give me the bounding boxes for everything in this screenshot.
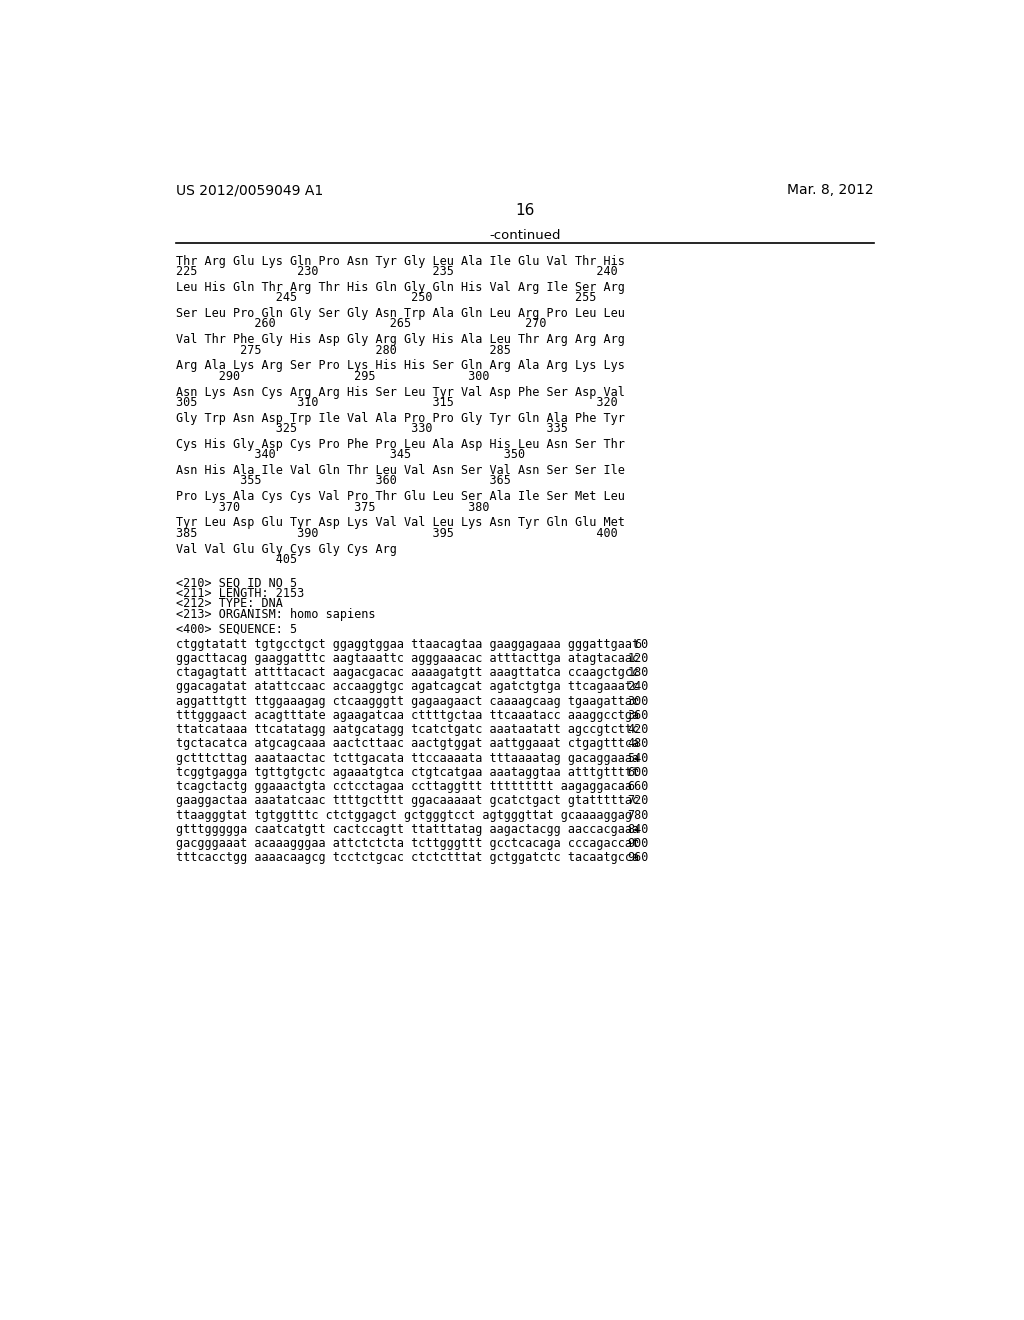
Text: <213> ORGANISM: homo sapiens: <213> ORGANISM: homo sapiens [176,607,376,620]
Text: US 2012/0059049 A1: US 2012/0059049 A1 [176,183,324,197]
Text: 275                280             285: 275 280 285 [176,343,511,356]
Text: 260                265                270: 260 265 270 [176,317,547,330]
Text: 900: 900 [628,837,649,850]
Text: 420: 420 [628,723,649,737]
Text: Leu His Gln Thr Arg Thr His Gln Gly Gln His Val Arg Ile Ser Arg: Leu His Gln Thr Arg Thr His Gln Gly Gln … [176,281,625,294]
Text: tcggtgagga tgttgtgctc agaaatgtca ctgtcatgaa aaataggtaa atttgttttt: tcggtgagga tgttgtgctc agaaatgtca ctgtcat… [176,766,639,779]
Text: 480: 480 [628,738,649,751]
Text: Asn Lys Asn Cys Arg Arg His Ser Leu Tyr Val Asp Phe Ser Asp Val: Asn Lys Asn Cys Arg Arg His Ser Leu Tyr … [176,385,625,399]
Text: ttaagggtat tgtggtttc ctctggagct gctgggtcct agtgggttat gcaaaaggag: ttaagggtat tgtggtttc ctctggagct gctgggtc… [176,809,632,821]
Text: <400> SEQUENCE: 5: <400> SEQUENCE: 5 [176,623,297,636]
Text: Mar. 8, 2012: Mar. 8, 2012 [786,183,873,197]
Text: 340                345             350: 340 345 350 [176,449,525,461]
Text: 960: 960 [628,851,649,865]
Text: tttgggaact acagtttate agaagatcaa cttttgctaa ttcaaatacc aaaggcctga: tttgggaact acagtttate agaagatcaa cttttgc… [176,709,639,722]
Text: gacgggaaat acaaagggaa attctctcta tcttgggttt gcctcacaga cccagaccat: gacgggaaat acaaagggaa attctctcta tcttggg… [176,837,639,850]
Text: -continued: -continued [489,230,560,243]
Text: Pro Lys Ala Cys Cys Val Pro Thr Glu Leu Ser Ala Ile Ser Met Leu: Pro Lys Ala Cys Cys Val Pro Thr Glu Leu … [176,490,625,503]
Text: ctagagtatt attttacact aagacgacac aaaagatgtt aaagttatca ccaagctgcc: ctagagtatt attttacact aagacgacac aaaagat… [176,667,639,680]
Text: <211> LENGTH: 2153: <211> LENGTH: 2153 [176,587,304,599]
Text: 16: 16 [515,203,535,218]
Text: gaaggactaa aaatatcaac ttttgctttt ggacaaaaat gcatctgact gtatttttac: gaaggactaa aaatatcaac ttttgctttt ggacaaa… [176,795,639,808]
Text: 360: 360 [628,709,649,722]
Text: Val Val Glu Gly Cys Gly Cys Arg: Val Val Glu Gly Cys Gly Cys Arg [176,543,397,556]
Text: 600: 600 [628,766,649,779]
Text: <212> TYPE: DNA: <212> TYPE: DNA [176,598,283,610]
Text: ggacagatat atattccaac accaaggtgc agatcagcat agatctgtga ttcagaaatc: ggacagatat atattccaac accaaggtgc agatcag… [176,681,639,693]
Text: 660: 660 [628,780,649,793]
Text: gtttggggga caatcatgtt cactccagtt ttatttatag aagactacgg aaccacgaaa: gtttggggga caatcatgtt cactccagtt ttattta… [176,822,639,836]
Text: 290                295             300: 290 295 300 [176,370,489,383]
Text: gctttcttag aaataactac tcttgacata ttccaaaata tttaaaatag gacaggaaaa: gctttcttag aaataactac tcttgacata ttccaaa… [176,751,639,764]
Text: Arg Ala Lys Arg Ser Pro Lys His His Ser Gln Arg Ala Arg Lys Lys: Arg Ala Lys Arg Ser Pro Lys His His Ser … [176,359,625,372]
Text: 240: 240 [628,681,649,693]
Text: 405: 405 [176,553,297,566]
Text: 305              310                315                    320: 305 310 315 320 [176,396,617,409]
Text: 840: 840 [628,822,649,836]
Text: <210> SEQ ID NO 5: <210> SEQ ID NO 5 [176,577,297,590]
Text: tgctacatca atgcagcaaa aactcttaac aactgtggat aattggaaat ctgagtttca: tgctacatca atgcagcaaa aactcttaac aactgtg… [176,738,639,751]
Text: Gly Trp Asn Asp Trp Ile Val Ala Pro Pro Gly Tyr Gln Ala Phe Tyr: Gly Trp Asn Asp Trp Ile Val Ala Pro Pro … [176,412,625,425]
Text: ggacttacag gaaggatttc aagtaaattc agggaaacac atttacttga atagtacaac: ggacttacag gaaggatttc aagtaaattc agggaaa… [176,652,639,665]
Text: tcagctactg ggaaactgta cctcctagaa ccttaggttt ttttttttt aagaggacaa: tcagctactg ggaaactgta cctcctagaa ccttagg… [176,780,632,793]
Text: 355                360             365: 355 360 365 [176,474,511,487]
Text: 385              390                395                    400: 385 390 395 400 [176,527,617,540]
Text: 225              230                235                    240: 225 230 235 240 [176,265,617,279]
Text: Tyr Leu Asp Glu Tyr Asp Lys Val Val Leu Lys Asn Tyr Gln Glu Met: Tyr Leu Asp Glu Tyr Asp Lys Val Val Leu … [176,516,625,529]
Text: Ser Leu Pro Gln Gly Ser Gly Asn Trp Ala Gln Leu Arg Pro Leu Leu: Ser Leu Pro Gln Gly Ser Gly Asn Trp Ala … [176,308,625,319]
Text: 780: 780 [628,809,649,821]
Text: Cys His Gly Asp Cys Pro Phe Pro Leu Ala Asp His Leu Asn Ser Thr: Cys His Gly Asp Cys Pro Phe Pro Leu Ala … [176,438,625,451]
Text: ttatcataaa ttcatatagg aatgcatagg tcatctgatc aaataatatt agccgtcttc: ttatcataaa ttcatatagg aatgcatagg tcatctg… [176,723,639,737]
Text: 245                250                    255: 245 250 255 [176,292,596,304]
Text: Thr Arg Glu Lys Gln Pro Asn Tyr Gly Leu Ala Ile Glu Val Thr His: Thr Arg Glu Lys Gln Pro Asn Tyr Gly Leu … [176,255,625,268]
Text: 325                330                335: 325 330 335 [176,422,568,436]
Text: 300: 300 [628,694,649,708]
Text: 540: 540 [628,751,649,764]
Text: Asn His Ala Ile Val Gln Thr Leu Val Asn Ser Val Asn Ser Ser Ile: Asn His Ala Ile Val Gln Thr Leu Val Asn … [176,465,625,477]
Text: 120: 120 [628,652,649,665]
Text: tttcacctgg aaaacaagcg tcctctgcac ctctctttat gctggatctc tacaatgcca: tttcacctgg aaaacaagcg tcctctgcac ctctctt… [176,851,639,865]
Text: Val Thr Phe Gly His Asp Gly Arg Gly His Ala Leu Thr Arg Arg Arg: Val Thr Phe Gly His Asp Gly Arg Gly His … [176,333,625,346]
Text: ctggtatatt tgtgcctgct ggaggtggaa ttaacagtaa gaaggagaaa gggattgaat: ctggtatatt tgtgcctgct ggaggtggaa ttaacag… [176,638,639,651]
Text: 720: 720 [628,795,649,808]
Text: 370                375             380: 370 375 380 [176,500,489,513]
Text: 60: 60 [635,638,649,651]
Text: aggatttgtt ttggaaagag ctcaagggtt gagaagaact caaaagcaag tgaagattac: aggatttgtt ttggaaagag ctcaagggtt gagaaga… [176,694,639,708]
Text: 180: 180 [628,667,649,680]
